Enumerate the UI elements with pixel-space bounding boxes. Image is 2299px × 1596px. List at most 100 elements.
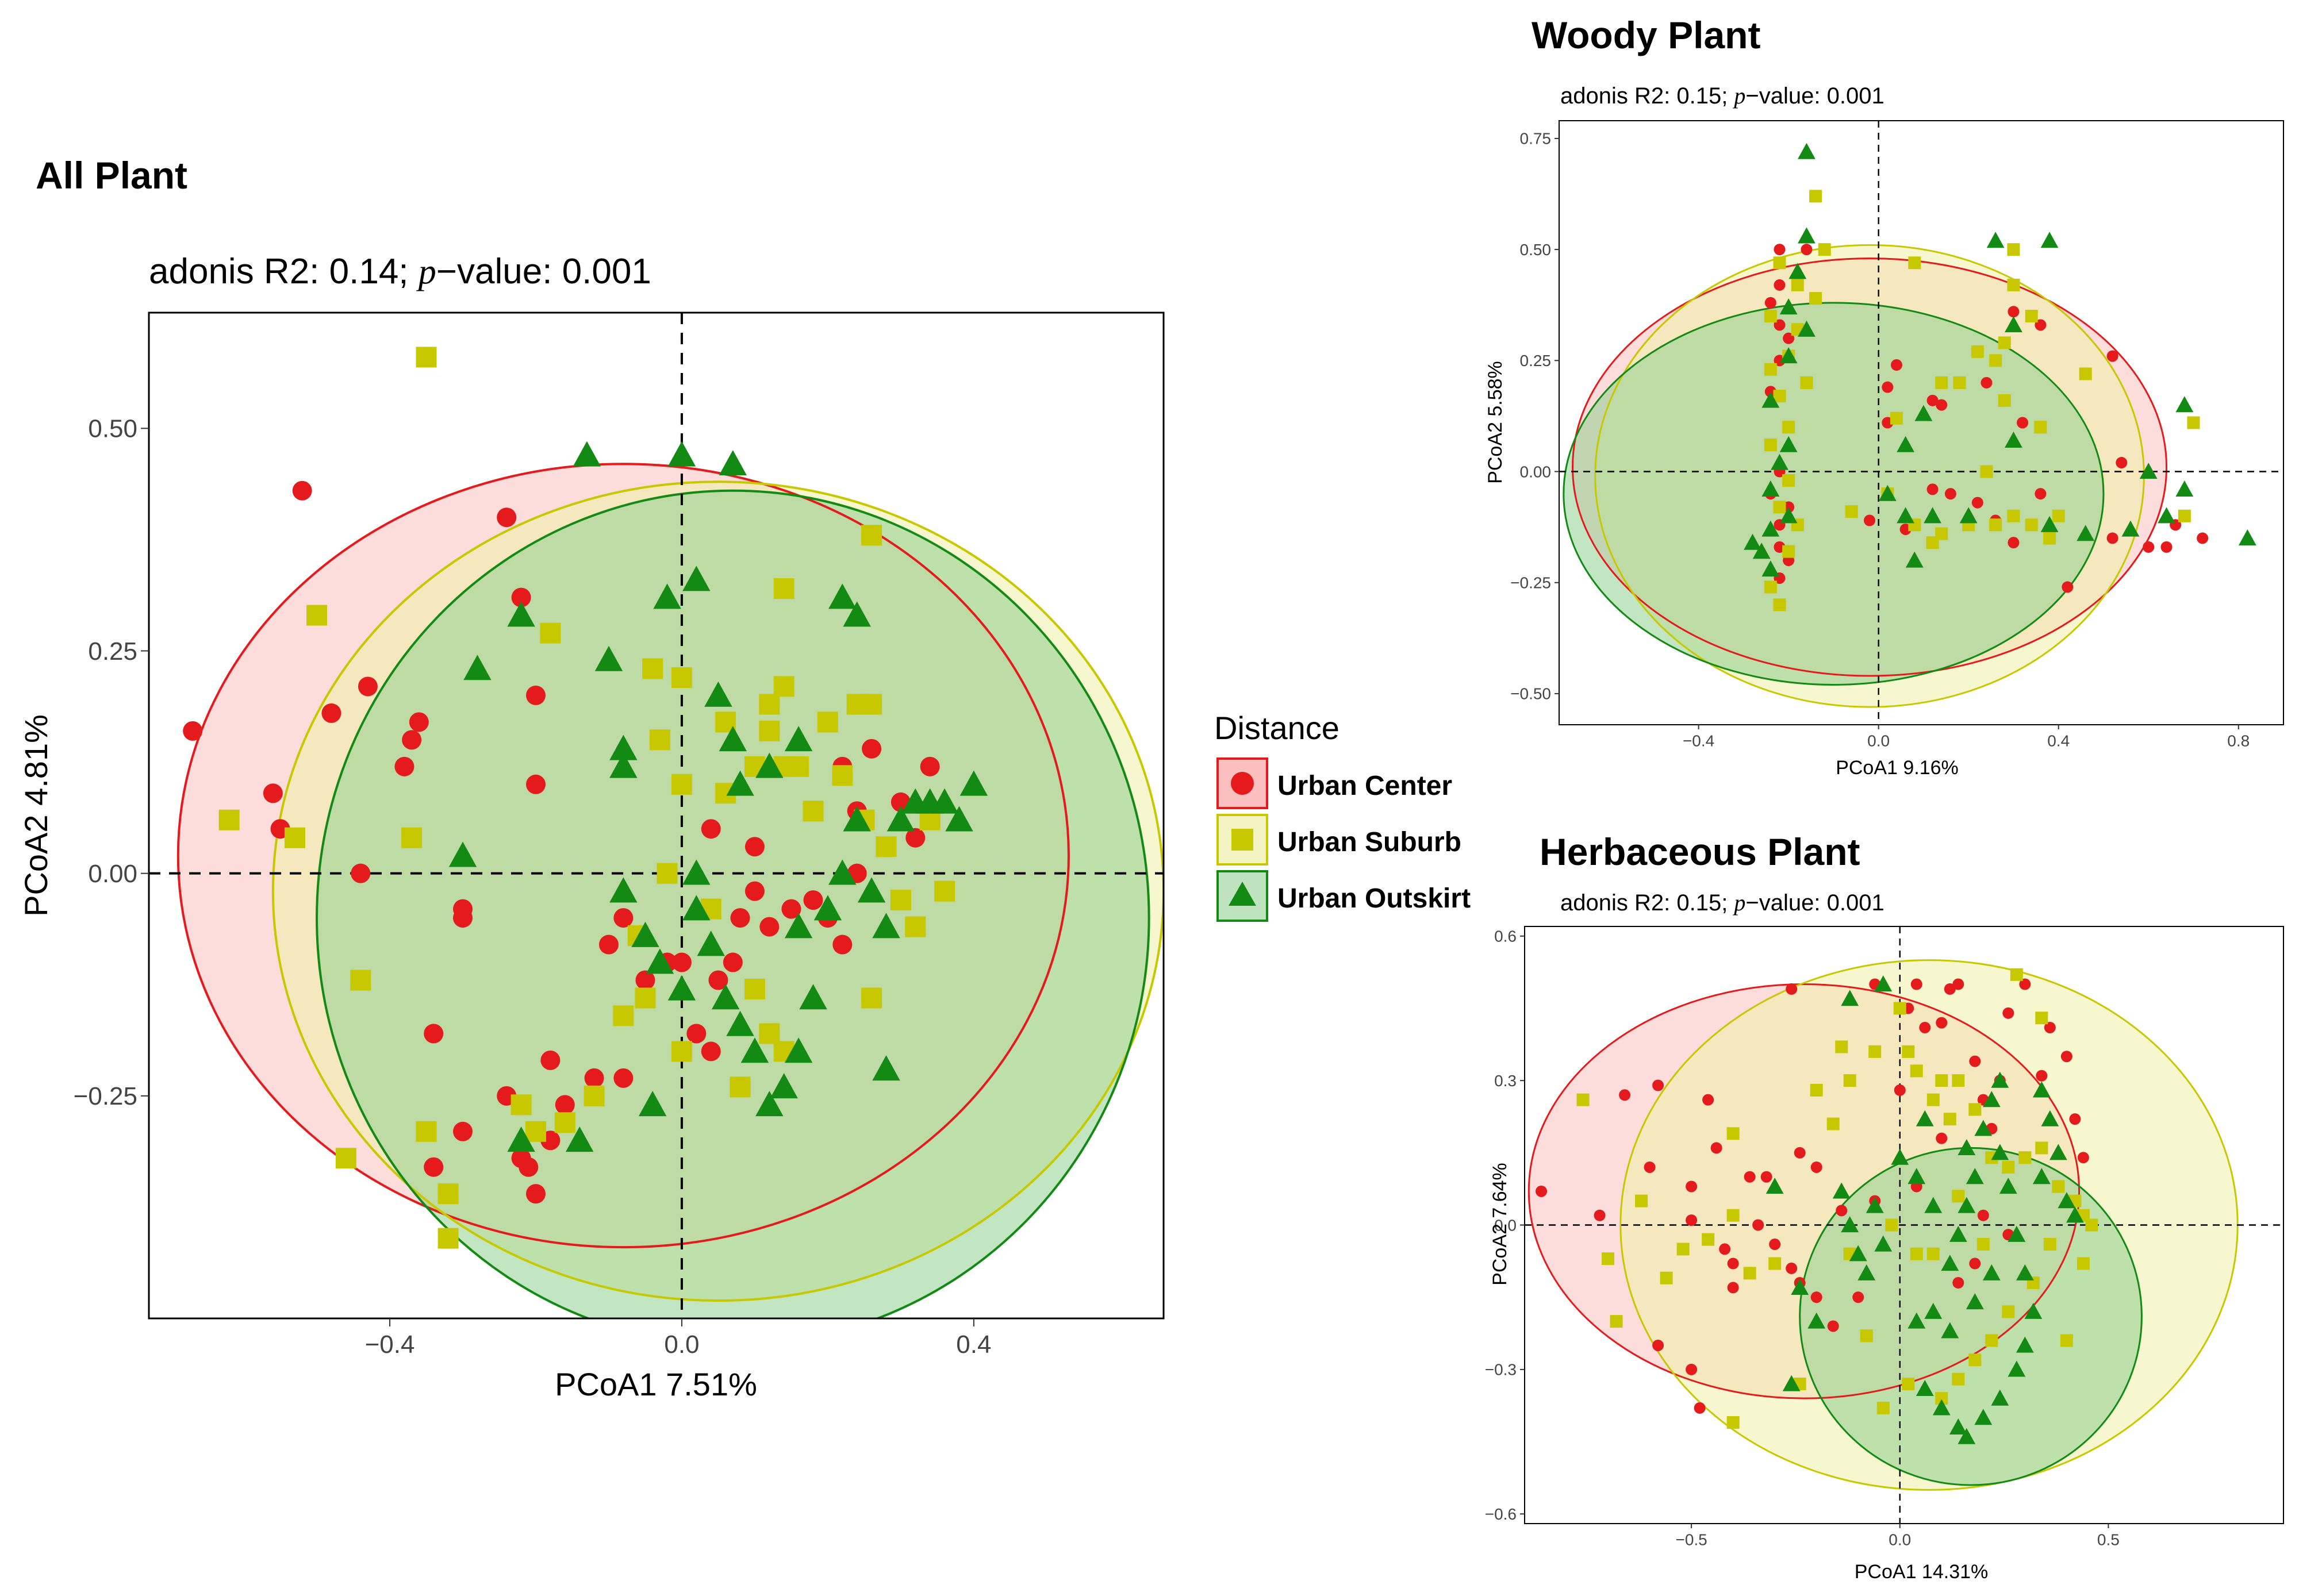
point-urban-center bbox=[1644, 1161, 1656, 1173]
point-urban-suburb bbox=[2043, 1238, 2056, 1251]
panel-subtitle: adonis R2: 0.15; p−value: 0.001 bbox=[1560, 83, 1885, 109]
y-axis-label: PCoA2 4.81% bbox=[18, 714, 54, 917]
point-urban-suburb bbox=[1826, 1117, 1840, 1130]
point-urban-suburb bbox=[671, 1041, 692, 1062]
point-urban-suburb bbox=[1773, 598, 1786, 612]
point-urban-suburb bbox=[306, 605, 328, 626]
point-urban-suburb bbox=[2035, 1012, 2048, 1025]
y-tick-label: −0.6 bbox=[1485, 1505, 1517, 1523]
point-urban-suburb bbox=[861, 525, 882, 546]
point-urban-outskirt bbox=[784, 913, 813, 939]
point-urban-outskirt bbox=[2008, 1360, 2026, 1377]
point-urban-center bbox=[759, 917, 780, 937]
point-urban-center bbox=[686, 1024, 707, 1044]
point-urban-center bbox=[584, 1068, 604, 1088]
point-urban-suburb bbox=[1902, 1378, 1915, 1391]
point-urban-outskirt bbox=[1958, 1428, 1976, 1444]
point-urban-outskirt bbox=[828, 859, 857, 885]
point-urban-outskirt bbox=[1974, 1409, 1993, 1425]
point-urban-outskirt bbox=[2058, 1192, 2076, 1209]
point-urban-outskirt bbox=[886, 806, 915, 832]
point-urban-center bbox=[525, 1184, 546, 1204]
point-urban-outskirt bbox=[1897, 507, 1915, 524]
point-urban-outskirt bbox=[799, 984, 827, 1010]
x-tick-label: 0.4 bbox=[956, 1330, 991, 1359]
point-urban-center bbox=[781, 899, 801, 919]
point-urban-suburb bbox=[1782, 545, 1795, 558]
point-urban-outskirt bbox=[1841, 1216, 1859, 1233]
point-urban-center bbox=[671, 952, 692, 972]
point-urban-center bbox=[1794, 1147, 1806, 1159]
point-urban-outskirt bbox=[959, 770, 988, 796]
point-urban-suburb bbox=[1910, 1247, 1923, 1260]
point-urban-suburb bbox=[1952, 1190, 1965, 1203]
confidence-ellipse-outline bbox=[272, 480, 1164, 1302]
point-urban-outskirt bbox=[631, 921, 659, 947]
point-urban-suburb bbox=[1810, 1083, 1823, 1097]
point-urban-suburb bbox=[2025, 310, 2038, 323]
point-urban-center bbox=[862, 739, 882, 759]
point-urban-suburb bbox=[846, 694, 868, 715]
point-urban-center bbox=[1760, 1171, 1772, 1183]
axes-ticks: −0.4 0.0 0.4 0.8 −0.50 −0.25 0.00 0.25 0.50 0.75 bbox=[1510, 130, 2250, 750]
x-tick-label: 0.0 bbox=[1889, 1530, 1911, 1548]
point-urban-center bbox=[744, 837, 765, 857]
point-urban-suburb bbox=[1800, 376, 1813, 389]
point-urban-suburb bbox=[2052, 1180, 2065, 1193]
point-urban-center bbox=[2008, 537, 2020, 549]
point-urban-center bbox=[1702, 1094, 1714, 1106]
y-axis-label: PCoA2 5.58% bbox=[1484, 361, 1506, 484]
y-tick-label: −0.25 bbox=[1510, 574, 1551, 592]
point-urban-outskirt bbox=[784, 726, 813, 752]
point-urban-center bbox=[1952, 1277, 1964, 1289]
plot-frame bbox=[148, 311, 1165, 1320]
point-urban-outskirt bbox=[2139, 463, 2158, 479]
point-urban-center bbox=[1810, 1161, 1822, 1173]
point-urban-center bbox=[1727, 1257, 1739, 1270]
legend-item-urban-suburb: Urban Suburb bbox=[1216, 814, 1461, 866]
point-urban-suburb bbox=[511, 1094, 532, 1116]
point-urban-outskirt bbox=[1966, 1168, 1984, 1184]
point-urban-center bbox=[2069, 1113, 2081, 1125]
point-urban-outskirt bbox=[1866, 1197, 1884, 1213]
point-urban-center bbox=[2035, 488, 2047, 500]
point-urban-outskirt bbox=[1991, 1071, 2009, 1088]
point-urban-suburb bbox=[1926, 1093, 1940, 1106]
point-urban-outskirt bbox=[1765, 1178, 1784, 1194]
point-urban-suburb bbox=[1985, 1334, 1998, 1347]
point-urban-suburb bbox=[1773, 390, 1786, 403]
point-urban-outskirt bbox=[697, 930, 725, 956]
y-tick-label: 0.50 bbox=[88, 415, 137, 443]
point-urban-suburb bbox=[803, 801, 824, 822]
subtitle-prefix: adonis R2: 0.14; bbox=[149, 252, 419, 291]
y-tick-label: −0.3 bbox=[1485, 1361, 1517, 1379]
x-tick-label: 0.0 bbox=[1867, 732, 1890, 749]
point-urban-center bbox=[2160, 541, 2173, 553]
point-urban-outskirt bbox=[1744, 533, 1761, 550]
point-urban-suburb bbox=[905, 916, 926, 937]
point-urban-suburb bbox=[1943, 1113, 1956, 1126]
point-urban-suburb bbox=[2002, 1160, 2015, 1174]
point-urban-outskirt bbox=[2158, 507, 2175, 524]
point-urban-outskirt bbox=[1779, 298, 1798, 315]
subtitle-p: p bbox=[416, 252, 436, 291]
point-urban-outskirt bbox=[1924, 1197, 1943, 1213]
point-urban-outskirt bbox=[609, 752, 638, 778]
point-urban-suburb bbox=[1782, 474, 1795, 487]
point-urban-outskirt bbox=[1841, 990, 1859, 1006]
point-urban-center bbox=[1594, 1209, 1606, 1221]
point-urban-center bbox=[2019, 978, 2031, 990]
point-urban-outskirt bbox=[1982, 1264, 2001, 1280]
point-urban-center bbox=[358, 676, 378, 697]
point-urban-outskirt bbox=[784, 1037, 813, 1063]
point-urban-outskirt bbox=[653, 583, 681, 609]
panel-title: All Plant bbox=[36, 154, 187, 197]
point-urban-outskirt bbox=[857, 877, 886, 903]
confidence-ellipse-outline bbox=[1563, 302, 2105, 686]
point-urban-suburb bbox=[934, 880, 955, 902]
point-urban-center bbox=[1652, 1339, 1664, 1351]
point-urban-suburb bbox=[284, 827, 305, 848]
point-urban-outskirt bbox=[1916, 1110, 1934, 1126]
point-urban-suburb bbox=[416, 347, 437, 368]
point-urban-center bbox=[1894, 1084, 1906, 1096]
